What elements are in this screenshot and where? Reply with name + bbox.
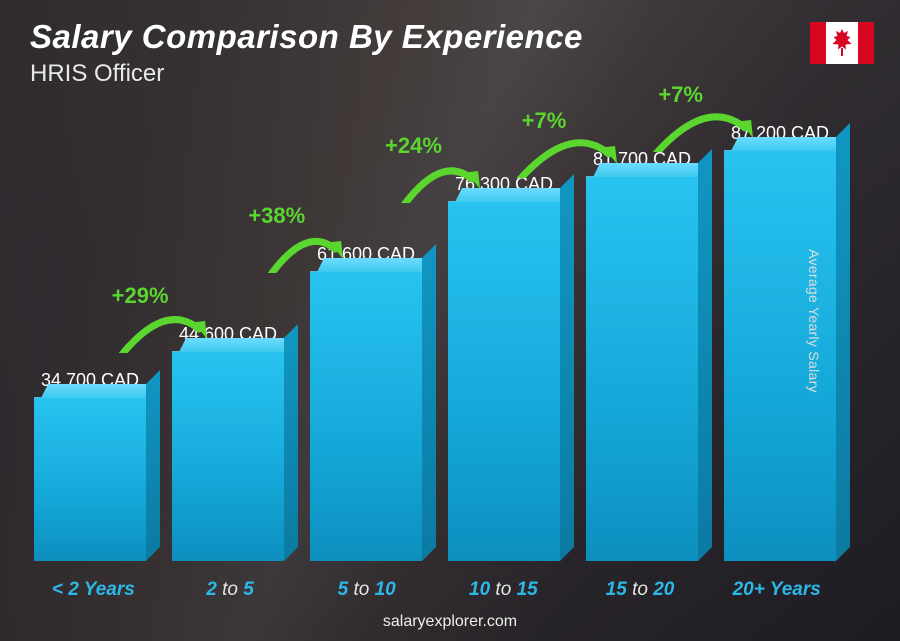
footer-credit: salaryexplorer.com (0, 613, 900, 631)
bar (34, 397, 146, 561)
x-axis: < 2 Years2 to 55 to 1010 to 1515 to 2020… (25, 579, 845, 601)
title-block: Salary Comparison By Experience HRIS Off… (30, 18, 583, 88)
y-axis-label: Average Yearly Salary (806, 249, 822, 393)
jump-label: +7% (658, 82, 703, 108)
bar (310, 271, 422, 561)
canada-flag-icon (810, 22, 874, 64)
bar-slot: 76,300 CAD (439, 174, 569, 561)
chart-area: 34,700 CAD44,600 CAD61,600 CAD76,300 CAD… (25, 90, 845, 561)
bar-slot: 61,600 CAD (301, 244, 431, 561)
x-axis-label: < 2 Years (25, 579, 162, 601)
x-axis-label: 5 to 10 (298, 579, 435, 601)
jump-arrow-icon (497, 114, 644, 178)
jump-label: +29% (112, 283, 169, 309)
x-axis-label: 20+ Years (708, 579, 845, 601)
bar-slot: 44,600 CAD (163, 324, 293, 561)
jump-arrow-icon (633, 88, 780, 152)
jump-label: +7% (522, 108, 567, 134)
chart-title: Salary Comparison By Experience (30, 18, 583, 56)
bar-slot: 34,700 CAD (25, 370, 155, 561)
jump-label: +24% (385, 133, 442, 159)
bar (172, 351, 284, 561)
bar-slot: 87,200 CAD (715, 123, 845, 561)
x-axis-label: 2 to 5 (162, 579, 299, 601)
chart-subtitle: HRIS Officer (30, 60, 583, 88)
x-axis-label: 10 to 15 (435, 579, 572, 601)
bar (448, 201, 560, 561)
x-axis-label: 15 to 20 (572, 579, 709, 601)
bar-slot: 81,700 CAD (577, 149, 707, 561)
jump-label: +38% (248, 203, 305, 229)
bar (586, 176, 698, 561)
